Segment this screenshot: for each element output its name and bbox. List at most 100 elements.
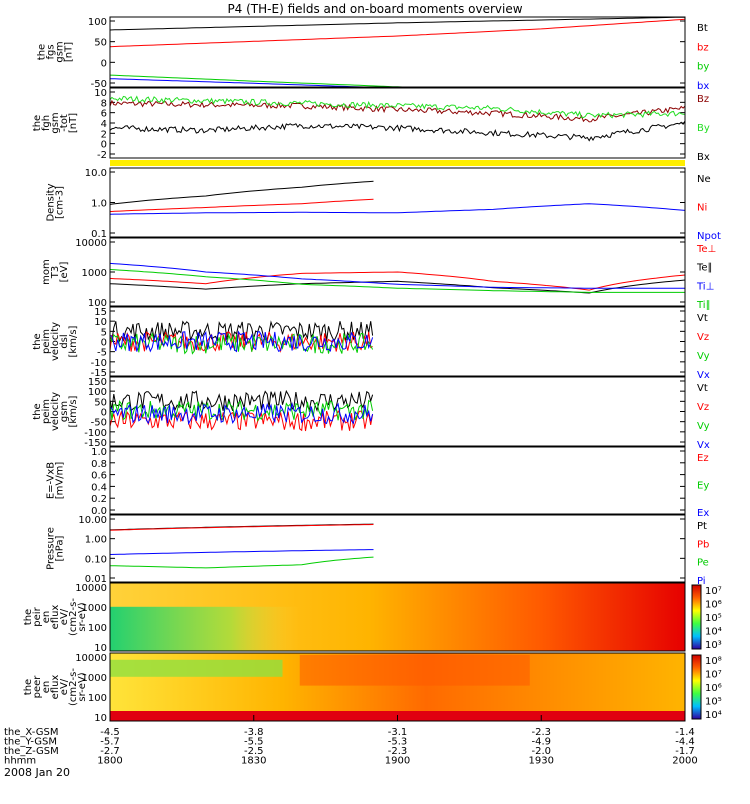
x-axis-value: 1900 [385, 756, 410, 767]
x-axis-value: -3.1 [388, 727, 408, 738]
legend-entry: Bx [697, 152, 710, 163]
series-line [109, 95, 686, 119]
y-tick-label: 0.8 [91, 459, 107, 470]
y-axis-label: the [32, 333, 43, 349]
series-line [109, 180, 374, 205]
y-tick-label: 6 [101, 109, 107, 120]
panel-density: Density[cm-3] 10.0 1.0 0.1 Ne Ni Npot [46, 167, 721, 242]
x-axis-value: -4.5 [100, 727, 120, 738]
y-tick-label: -100 [84, 428, 107, 439]
legend-entry: Ne [697, 174, 711, 185]
y-tick-label: 100 [88, 693, 107, 704]
y-axis-label: [nT] [68, 113, 79, 133]
legend-entry: Ti∥ [696, 300, 711, 311]
y-tick-label: -50 [91, 418, 107, 429]
y-tick-label: 100 [88, 17, 107, 28]
series-line [109, 330, 374, 353]
legend-entry: Vx [697, 370, 710, 381]
x-axis-value: -4.4 [675, 737, 695, 748]
y-axis-label: eflux [50, 605, 61, 630]
series-line [109, 16, 686, 31]
series-line [109, 203, 686, 215]
series-line [109, 99, 686, 123]
y-tick-label: 10.00 [78, 515, 107, 526]
legend-entry: Ez [697, 453, 709, 464]
y-axis-label: velocity [50, 392, 61, 431]
y-tick-label: 10 [94, 713, 107, 724]
y-tick-label: 0.6 [91, 471, 107, 482]
colorbar-tick-label: 10⁵ [705, 697, 722, 708]
y-tick-label: -15 [91, 368, 107, 379]
series-line [109, 401, 374, 426]
series-line [109, 389, 374, 412]
y-tick-label: 0 [101, 338, 107, 349]
legend-entry: Pi [697, 576, 706, 587]
series-line [109, 78, 685, 88]
y-tick-label: 0 [101, 140, 107, 151]
y-axis-label: [eV] [59, 262, 70, 283]
x-axis-value: -5.7 [100, 737, 120, 748]
legend-entry: Pb [697, 539, 709, 550]
series-line [109, 120, 686, 142]
y-axis-label: sr-eV) [77, 672, 88, 701]
y-tick-label: 0.4 [91, 482, 107, 493]
figure-title: P4 (TH-E) fields and on-board moments ov… [227, 2, 522, 16]
y-tick-label: 0.2 [91, 494, 107, 505]
y-tick-label: 10 [94, 88, 107, 99]
y-axis-label: [mV/m] [55, 462, 66, 500]
panel-frame [109, 237, 686, 307]
y-tick-label: 10 [94, 317, 107, 328]
legend-entry: Bz [697, 94, 709, 105]
colorbar-tick-label: 10⁶ [705, 600, 722, 611]
legend-entry: Vz [697, 332, 709, 343]
colorbar-tick-label: 10⁶ [705, 683, 722, 694]
series-line [109, 262, 685, 289]
y-axis-label: the [23, 679, 34, 695]
y-axis-label: T3 [50, 266, 61, 279]
y-tick-label: 0.10 [85, 554, 107, 565]
y-tick-label: 1000 [82, 673, 107, 684]
colorbar-tick-label: 10³ [705, 640, 722, 651]
y-tick-label: -10 [91, 358, 107, 369]
y-tick-label: 4 [101, 119, 107, 130]
y-axis-label: gsm [50, 112, 61, 133]
y-axis-label: the [32, 403, 43, 419]
panel-efield: E=-VxB[mV/m] 1.00.80.60.40.20.0 Ez Ey Ex [46, 446, 709, 519]
panel-frame [109, 306, 686, 377]
y-axis-label: dsl [59, 334, 70, 348]
y-axis-label: peer [32, 675, 43, 699]
y-tick-label: 0 [101, 408, 107, 419]
date-label: 2008 Jan 20 [4, 766, 70, 779]
x-axis-value: -2.3 [388, 746, 408, 757]
y-tick-label: 100 [88, 298, 107, 309]
x-axis-value: -4.9 [531, 737, 551, 748]
series-line [109, 524, 374, 531]
panel-frame [109, 582, 686, 652]
x-axis-value: 1930 [529, 756, 554, 767]
y-tick-label: 0.0 [91, 506, 107, 517]
y-tick-label: 0.01 [85, 574, 107, 585]
y-tick-label: -2 [97, 150, 107, 161]
y-tick-label: 2 [101, 129, 107, 140]
x-axis-value: -3.8 [244, 727, 264, 738]
legend-entry: By [697, 123, 710, 134]
x-axis-row-label: the_Z-GSM [4, 746, 59, 757]
colorbar-tick-label: 10⁸ [705, 656, 722, 667]
y-tick-label: 15 [94, 307, 107, 318]
spectrogram-hot-region [299, 655, 530, 686]
legend-entry: Te∥ [696, 263, 713, 274]
y-axis-label: en [41, 681, 52, 694]
panel-pressure: Pressure[nPa] 10.00 1.00 0.10 0.01 Pt Pb Pe Pi [46, 514, 709, 587]
series-line [109, 269, 685, 293]
y-axis-label: fgh [41, 115, 52, 131]
y-tick-label: 10 [94, 643, 107, 654]
legend-entry: bz [697, 42, 709, 53]
y-tick-label: 0 [101, 58, 107, 69]
series-line [109, 549, 374, 555]
colorbar [691, 584, 702, 650]
